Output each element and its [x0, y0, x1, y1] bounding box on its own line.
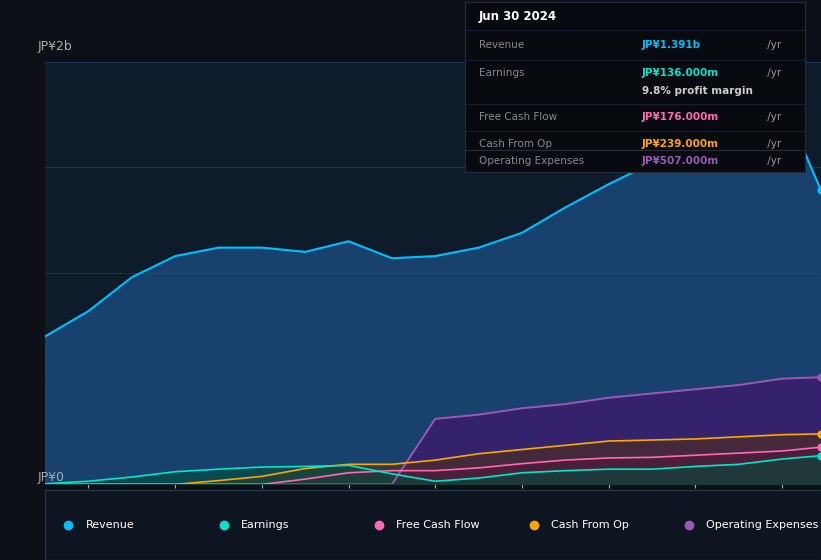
Text: JP¥2b: JP¥2b	[38, 40, 72, 53]
Text: Cash From Op: Cash From Op	[551, 520, 629, 530]
Text: Revenue: Revenue	[479, 40, 524, 50]
Text: JP¥176.000m: JP¥176.000m	[642, 113, 719, 123]
Text: Cash From Op: Cash From Op	[479, 139, 552, 149]
Text: Free Cash Flow: Free Cash Flow	[396, 520, 479, 530]
Text: Revenue: Revenue	[85, 520, 135, 530]
Text: /yr: /yr	[764, 68, 782, 78]
Text: /yr: /yr	[764, 156, 782, 166]
Text: JP¥239.000m: JP¥239.000m	[642, 139, 719, 149]
Text: JP¥136.000m: JP¥136.000m	[642, 68, 719, 78]
Text: Jun 30 2024: Jun 30 2024	[479, 10, 557, 24]
Text: JP¥1.391b: JP¥1.391b	[642, 40, 701, 50]
Text: Earnings: Earnings	[479, 68, 524, 78]
Text: /yr: /yr	[764, 113, 782, 123]
Text: /yr: /yr	[764, 139, 782, 149]
Text: Earnings: Earnings	[241, 520, 289, 530]
Text: /yr: /yr	[764, 40, 782, 50]
Text: Operating Expenses: Operating Expenses	[706, 520, 819, 530]
Text: JP¥0: JP¥0	[38, 472, 64, 484]
Text: JP¥507.000m: JP¥507.000m	[642, 156, 719, 166]
Text: Operating Expenses: Operating Expenses	[479, 156, 584, 166]
Text: Free Cash Flow: Free Cash Flow	[479, 113, 557, 123]
Text: 9.8% profit margin: 9.8% profit margin	[642, 86, 753, 96]
